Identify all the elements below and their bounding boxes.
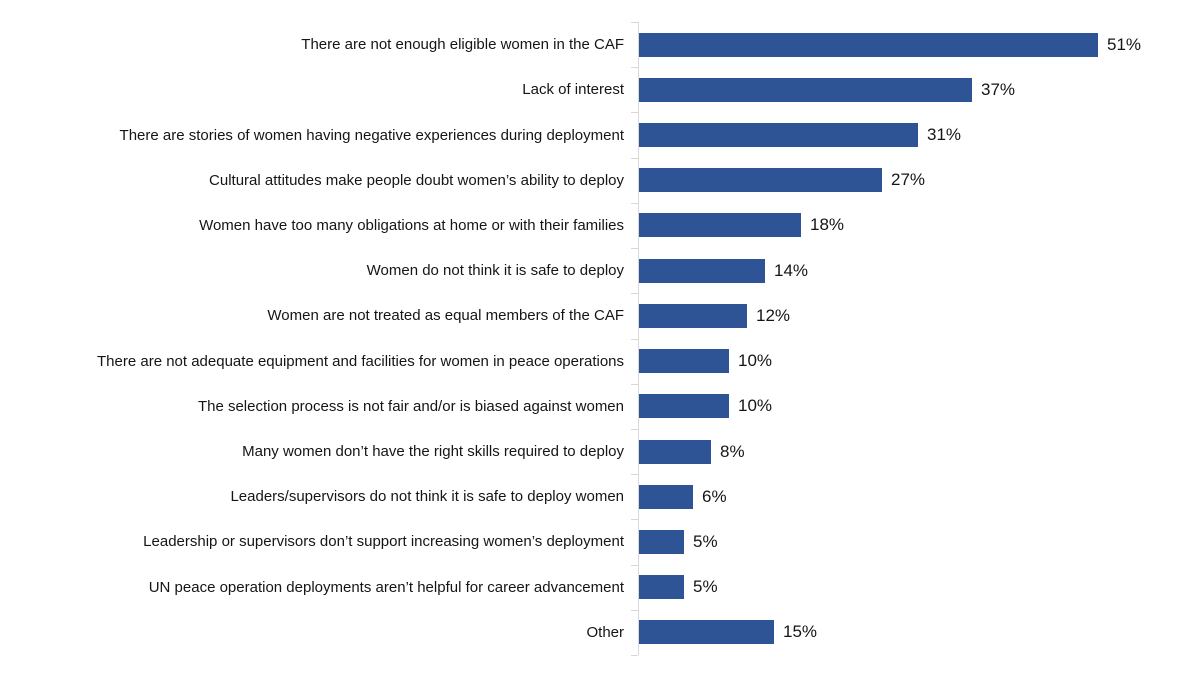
category-label: Many women don’t have the right skills r… — [242, 443, 624, 461]
category-label: Other — [586, 623, 624, 641]
value-label: 5% — [693, 577, 718, 597]
value-label: 14% — [774, 260, 809, 280]
value-label: 18% — [810, 215, 845, 235]
axis-tick — [631, 67, 638, 69]
bar — [639, 77, 972, 102]
category-label: Women do not think it is safe to deploy — [366, 262, 624, 280]
value-label: 5% — [693, 531, 718, 551]
category-label: Lack of interest — [522, 81, 624, 99]
bar — [639, 303, 747, 328]
axis-tick — [631, 22, 638, 23]
category-label: UN peace operation deployments aren’t he… — [148, 578, 624, 596]
category-label: Cultural attitudes make people doubt wom… — [209, 171, 624, 189]
category-label: There are stories of women having negati… — [119, 126, 624, 144]
y-axis-line — [638, 22, 639, 655]
axis-tick — [631, 655, 638, 656]
axis-tick — [631, 157, 638, 159]
value-label: 51% — [1107, 34, 1142, 54]
value-label: 6% — [702, 486, 727, 506]
bar — [639, 123, 918, 148]
bar — [639, 349, 729, 374]
value-label: 10% — [738, 396, 773, 416]
bar — [639, 394, 729, 419]
bar — [639, 620, 774, 645]
bar — [639, 168, 882, 193]
value-label: 15% — [783, 622, 818, 642]
value-label: 10% — [738, 351, 773, 371]
category-label: Women have too many obligations at home … — [199, 216, 624, 234]
bar — [639, 258, 765, 283]
axis-tick — [631, 293, 638, 295]
axis-tick — [631, 112, 638, 114]
value-label: 8% — [720, 441, 745, 461]
bar — [639, 213, 801, 238]
axis-tick — [631, 519, 638, 521]
axis-tick — [631, 338, 638, 340]
bar — [639, 529, 684, 554]
category-label: Women are not treated as equal members o… — [267, 307, 624, 325]
axis-tick — [631, 202, 638, 204]
axis-tick — [631, 383, 638, 385]
axis-tick — [631, 474, 638, 476]
axis-tick — [631, 428, 638, 430]
category-label: The selection process is not fair and/or… — [197, 397, 624, 415]
category-label: Leaders/supervisors do not think it is s… — [230, 488, 624, 506]
value-label: 31% — [927, 125, 962, 145]
category-label: There are not adequate equipment and fac… — [97, 352, 624, 370]
bar — [639, 32, 1098, 57]
bar — [639, 484, 693, 509]
category-label: There are not enough eligible women in t… — [301, 36, 624, 54]
axis-tick — [631, 248, 638, 250]
bar — [639, 439, 711, 464]
category-label: Leadership or supervisors don’t support … — [143, 533, 624, 551]
bar — [639, 575, 684, 600]
axis-tick — [631, 564, 638, 566]
value-label: 37% — [981, 79, 1016, 99]
value-label: 27% — [891, 170, 926, 190]
axis-tick — [631, 609, 638, 611]
value-label: 12% — [756, 305, 791, 325]
